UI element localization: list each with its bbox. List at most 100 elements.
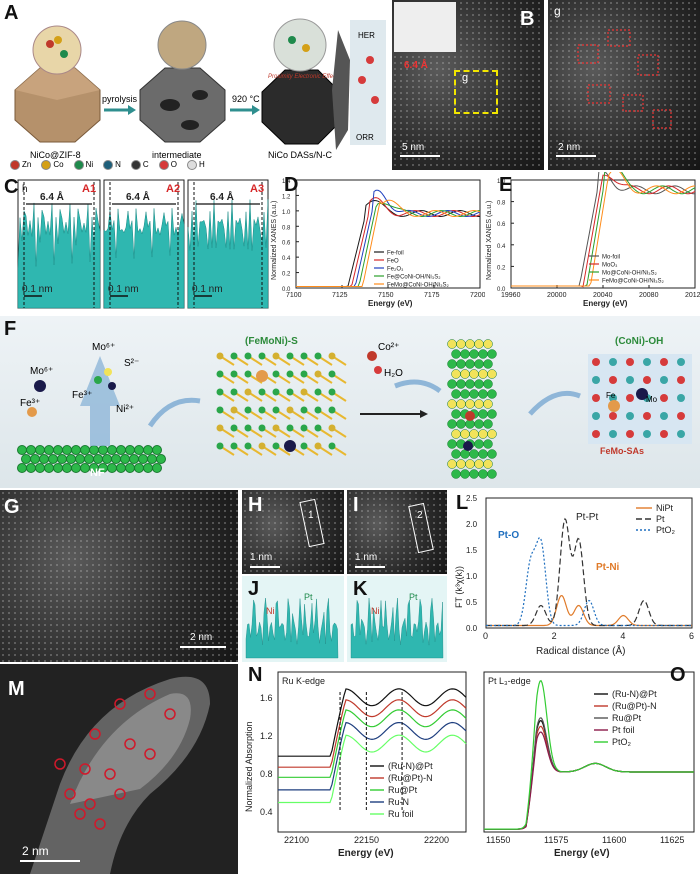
profile-area	[350, 597, 444, 659]
xtick: 7125	[332, 292, 348, 299]
panel-g: G 2 nm	[0, 490, 238, 662]
arrow-920c: 920 °C	[232, 94, 260, 104]
title-n: Ru K-edge	[282, 676, 325, 686]
scalebar-m	[20, 860, 80, 862]
ytick: 1.6	[260, 693, 273, 703]
legend-2: Ru@Pt	[612, 713, 642, 723]
legend-4: Ru foil	[388, 809, 414, 819]
panel-b-g-label-right: g	[554, 4, 561, 18]
label-intermediate: intermediate	[152, 150, 202, 160]
fe-label: Fe	[606, 391, 616, 400]
legend-2: PtO₂	[656, 525, 676, 535]
ytick: 0.2	[282, 272, 291, 278]
ion-s: S²⁻	[124, 358, 139, 369]
xtick: 20000	[547, 292, 567, 299]
xtick: 11600	[602, 835, 626, 845]
ytick: 0.6	[497, 222, 506, 228]
ytick: 0.5	[466, 598, 478, 607]
ion-fe2: Fe³⁺	[72, 390, 92, 401]
panel-h-box-label: 1	[308, 510, 314, 521]
stage2-label: (CoNi)-OH	[615, 336, 663, 347]
legend-item-co: Co	[41, 160, 64, 170]
dist-a2: 6.4 Å	[126, 190, 150, 203]
panel-label-k: K	[353, 578, 368, 600]
series-3	[511, 172, 696, 287]
dist-a3: 6.4 Å	[210, 190, 234, 203]
scalebar-h-text: 1 nm	[250, 552, 273, 563]
legend-3: Pt foil	[612, 725, 635, 735]
panel-l: L 0 2 4 6 0.0 0.5 1.0 1.5 2.0 2.5 Radical distance…	[450, 490, 700, 662]
xtick: 19960	[501, 292, 521, 299]
xlabel: Energy (eV)	[583, 299, 628, 308]
panel-label-d: D	[284, 174, 299, 196]
ytick: 0.0	[497, 287, 506, 293]
panel-g-tem	[0, 490, 238, 662]
ytick: 0.4	[497, 244, 506, 250]
proximity-label: Proximity Electronic Effect	[268, 74, 338, 80]
xtick: 11575	[544, 835, 568, 845]
scalebar-g-text: 2 nm	[190, 632, 213, 643]
panel-label-n: N	[248, 664, 263, 686]
ytick: 1.0	[466, 572, 478, 581]
legend-4: PtO₂	[612, 737, 632, 747]
ytick: 1.0	[497, 179, 506, 185]
profile-a2	[103, 208, 185, 309]
ion-fe1: Fe³⁺	[20, 398, 40, 409]
legend-item-c: C	[130, 160, 149, 170]
scalebar-i-text: 1 nm	[355, 552, 378, 563]
panel-h: H 1 1 nm	[242, 490, 344, 574]
legend-1: (Ru@Pt)-N	[612, 701, 657, 711]
ylabel: FT (k³χ(k))	[454, 566, 464, 608]
scalebar-b2-text: 2 nm	[558, 142, 581, 153]
panel-label-c: C	[4, 176, 19, 198]
nf-label: NF	[90, 467, 105, 479]
ytick: 0.2	[497, 265, 506, 271]
ytick: 0.8	[260, 769, 273, 779]
panel-o-chart: Pt L₃-edge 11550 11575 11600 11625 Energy (eV…	[483, 671, 695, 859]
legend-2: Mo@CoNi-OH/Ni₃S₂	[602, 271, 658, 277]
arrow-pyrolysis: pyrolysis	[102, 94, 138, 104]
xtick: 20040	[593, 292, 613, 299]
panel-i-box-label: 2	[417, 510, 423, 521]
legend-0: Mo-foil	[602, 255, 620, 261]
panel-d: D 7100 7125 7150 7175 7200 0.0 0.2 0.4 0.6 0.8 1.0…	[270, 172, 485, 312]
xlabel: Radical distance (Å)	[536, 644, 625, 657]
panel-label-l: L	[456, 492, 469, 514]
profile-area	[245, 598, 339, 659]
series-4	[278, 734, 467, 804]
xtick: 22150	[354, 835, 379, 845]
h2o-label: H₂O	[384, 368, 403, 379]
legend-4: FeMo@CoNi-OH/Ni₃S₂	[387, 283, 450, 289]
panel-label-o: O	[670, 664, 686, 686]
panel-b-tem-right	[548, 0, 700, 170]
xtick: 2	[552, 631, 557, 641]
legend-1: MoO₃	[602, 263, 618, 269]
panel-k: K Ni Pt	[347, 576, 447, 662]
her-label: HER	[358, 31, 375, 40]
series-1	[278, 699, 467, 768]
annot-pto: Pt-O	[498, 530, 519, 541]
legend-item-ni: Ni	[73, 160, 93, 170]
panel-f-schematic: NF Mo⁶⁺ Fe³⁺ Mo⁶⁺ S²⁻ Fe³⁺ Ni²⁺ (FeMoNi)…	[17, 336, 692, 479]
ytick: 2.5	[466, 494, 478, 503]
sas-label: FeMo-SAs	[600, 446, 644, 456]
stage1-label: (FeMoNi)-S	[245, 336, 298, 347]
label-zif8: NiCo@ZIF-8	[30, 150, 81, 160]
label-h: h	[22, 184, 28, 195]
panel-i-tem	[347, 490, 447, 574]
scalebar-b2	[556, 155, 596, 157]
series-1	[486, 517, 692, 627]
scalebar-g	[180, 646, 226, 648]
ytick: 1.4	[282, 179, 291, 185]
ytick: 0.6	[282, 241, 291, 247]
scale-a3: 0.1 nm	[192, 284, 223, 295]
panel-b-marks	[577, 29, 672, 129]
annot-ptni: Pt-Ni	[596, 562, 620, 573]
panel-label-m: M	[8, 678, 25, 700]
series-4	[484, 679, 694, 830]
legend-1: Pt	[656, 514, 665, 524]
legend-0: (Ru-N)@Pt	[388, 761, 433, 771]
